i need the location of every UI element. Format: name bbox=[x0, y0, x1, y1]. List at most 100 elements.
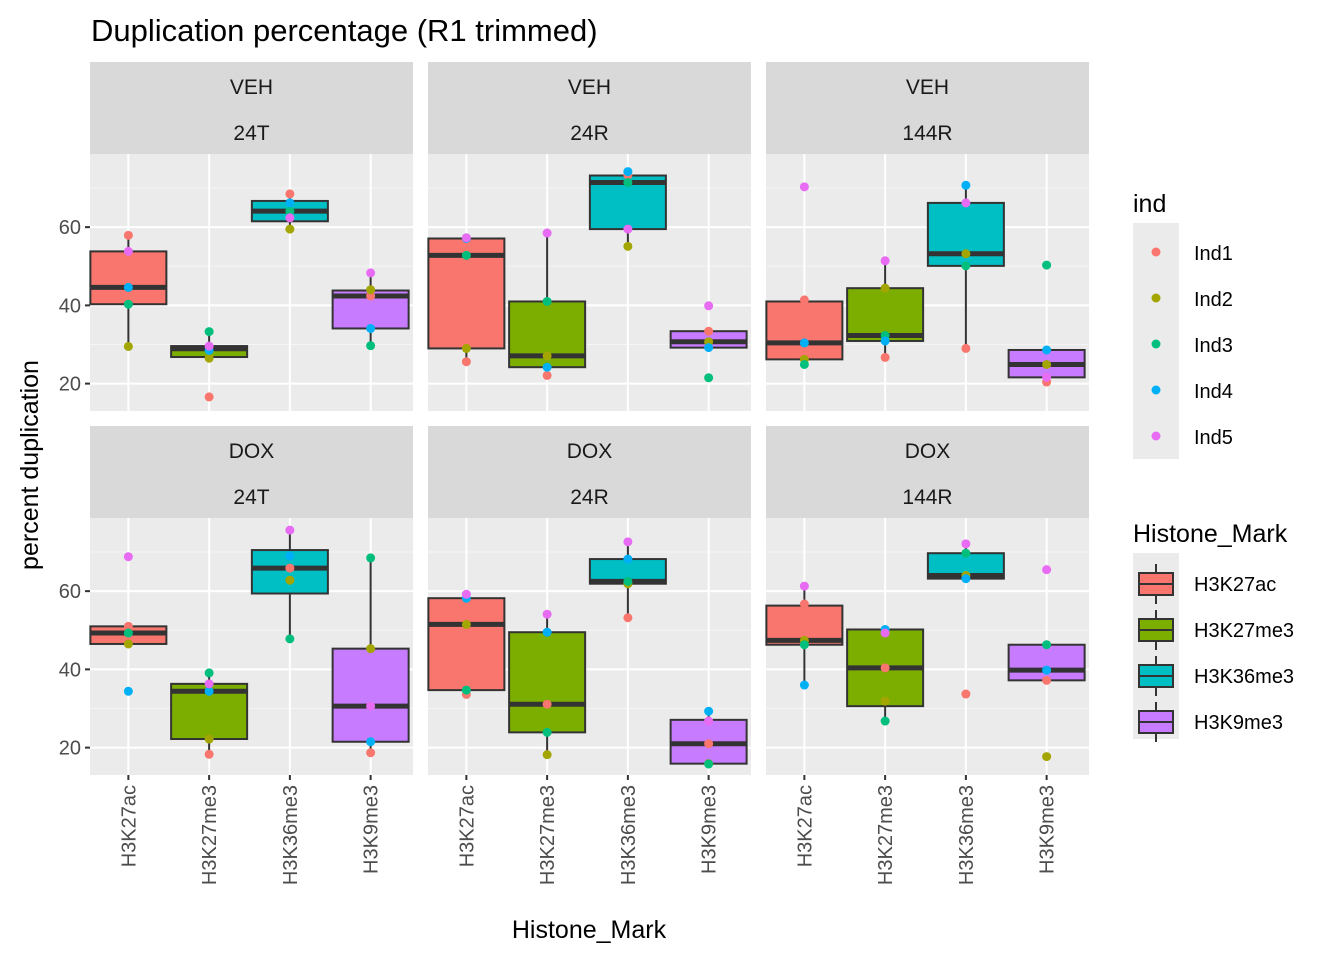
boxplot-h3k36me3 bbox=[588, 167, 667, 251]
strip-label-col: 24T bbox=[233, 486, 269, 509]
x-tick-label: H3K36me3 bbox=[956, 785, 978, 885]
box-iqr bbox=[765, 300, 844, 361]
boxplot-h3k36me3 bbox=[588, 537, 667, 623]
legend-title-ind: ind bbox=[1133, 190, 1166, 218]
box-iqr bbox=[508, 631, 587, 734]
data-point-ind4 bbox=[961, 180, 971, 190]
data-point-ind3 bbox=[204, 327, 214, 337]
data-point-ind2 bbox=[366, 285, 376, 295]
strip-label-row: DOX bbox=[229, 440, 275, 463]
data-point-ind1 bbox=[123, 621, 133, 631]
data-point-ind1 bbox=[704, 739, 714, 749]
data-point-ind5 bbox=[623, 537, 633, 547]
data-point-ind5 bbox=[123, 552, 133, 562]
data-point-ind1 bbox=[123, 230, 133, 240]
data-point-ind3 bbox=[366, 341, 376, 351]
boxplot-h3k9me3 bbox=[331, 553, 410, 758]
x-tick-label: H3K27ac bbox=[456, 785, 478, 867]
data-point-ind3 bbox=[961, 548, 971, 558]
boxplot-h3k9me3 bbox=[1007, 565, 1086, 762]
boxplot-h3k27me3 bbox=[508, 609, 587, 760]
box-iqr bbox=[427, 597, 506, 692]
boxplot-h3k9me3 bbox=[331, 268, 410, 351]
data-point-ind1 bbox=[799, 599, 809, 609]
data-point-ind4 bbox=[799, 338, 809, 348]
data-point-ind3 bbox=[623, 576, 633, 586]
data-point-ind1 bbox=[204, 749, 214, 759]
data-point-ind5 bbox=[542, 609, 552, 619]
data-point-ind5 bbox=[366, 701, 376, 711]
data-point-ind2 bbox=[1042, 359, 1052, 369]
data-point-ind5 bbox=[704, 716, 714, 726]
data-point-ind2 bbox=[123, 341, 133, 351]
boxplot-h3k27ac bbox=[765, 182, 844, 369]
legend-label-ind3: Ind3 bbox=[1194, 335, 1233, 357]
data-point-ind4 bbox=[961, 574, 971, 584]
strip-label-col: 24T bbox=[233, 122, 269, 145]
y-tick-label: 60 bbox=[59, 217, 81, 239]
legend-box-h3k27me3 bbox=[1138, 610, 1174, 650]
data-point-ind2 bbox=[285, 224, 295, 234]
boxplot-h3k27me3 bbox=[170, 327, 249, 402]
facet-panel: DOX 144R H3K27ac H3K27me3 H3K36me3 H3K9me3 bbox=[765, 426, 1089, 885]
data-point-ind2 bbox=[880, 283, 890, 293]
data-point-ind1 bbox=[542, 699, 552, 709]
data-point-ind4 bbox=[542, 627, 552, 637]
x-tick-label: H3K9me3 bbox=[699, 785, 721, 874]
data-point-ind2 bbox=[123, 639, 133, 649]
data-point-ind4 bbox=[542, 362, 552, 372]
data-point-ind3 bbox=[123, 299, 133, 309]
data-point-ind2 bbox=[285, 575, 295, 585]
x-tick-label: H3K27me3 bbox=[537, 785, 559, 885]
strip-label-row: VEH bbox=[230, 76, 273, 99]
boxplot-h3k27me3 bbox=[170, 668, 249, 759]
data-point-ind1 bbox=[366, 291, 376, 301]
data-point-ind4 bbox=[123, 686, 133, 696]
x-axis-title: Histone_Mark bbox=[512, 916, 667, 944]
data-point-ind4 bbox=[623, 554, 633, 564]
data-point-ind3 bbox=[623, 178, 633, 188]
facet-panel: DOX 24R H3K27ac H3K27me3 H3K36me3 H3K9me3 bbox=[427, 426, 751, 885]
legend-label-h3k27me3: H3K27me3 bbox=[1194, 620, 1294, 642]
legend-box-h3k36me3 bbox=[1138, 656, 1174, 696]
data-point-ind1 bbox=[880, 663, 890, 673]
y-tick-label: 20 bbox=[59, 374, 81, 396]
box-iqr bbox=[331, 647, 410, 743]
data-point-ind5 bbox=[204, 679, 214, 689]
facet-panels: VEH 24T 20 40 60 VEH 24R VEH 144R DOX 24T 20 40 60 H3K… bbox=[59, 62, 1089, 885]
data-point-ind1 bbox=[623, 613, 633, 623]
data-point-ind5 bbox=[799, 581, 809, 591]
legend-point-ind2 bbox=[1151, 293, 1161, 303]
data-point-ind3 bbox=[704, 759, 714, 769]
boxplot-h3k9me3 bbox=[1007, 260, 1086, 387]
data-point-ind3 bbox=[704, 373, 714, 383]
data-point-ind4 bbox=[366, 323, 376, 333]
data-point-ind2 bbox=[461, 343, 471, 353]
data-point-ind1 bbox=[961, 689, 971, 699]
x-tick-label: H3K27ac bbox=[118, 785, 140, 867]
boxplot-h3k27ac bbox=[427, 589, 506, 699]
data-point-ind3 bbox=[542, 727, 552, 737]
data-point-ind2 bbox=[880, 696, 890, 706]
data-point-ind5 bbox=[880, 256, 890, 266]
legends: ind Ind1 Ind2 Ind3 Ind4 Ind5 Histone_Mark H3K27… bbox=[1133, 190, 1294, 742]
data-point-ind5 bbox=[961, 539, 971, 549]
y-tick-label: 40 bbox=[59, 659, 81, 681]
data-point-ind4 bbox=[704, 343, 714, 353]
data-point-ind5 bbox=[704, 301, 714, 311]
data-point-ind3 bbox=[285, 206, 295, 216]
data-point-ind3 bbox=[123, 628, 133, 638]
facet-panel: VEH 24T 20 40 60 bbox=[59, 62, 413, 411]
legend-point-ind5 bbox=[1151, 431, 1161, 441]
strip-label-col: 144R bbox=[902, 122, 952, 145]
facet-panel: VEH 144R bbox=[765, 62, 1089, 411]
data-point-ind3 bbox=[799, 640, 809, 650]
data-point-ind5 bbox=[204, 341, 214, 351]
facet-strip bbox=[90, 426, 413, 518]
data-point-ind5 bbox=[961, 198, 971, 208]
facet-strip bbox=[90, 62, 413, 154]
boxplot-h3k27me3 bbox=[846, 624, 925, 726]
x-tick-label: H3K27me3 bbox=[875, 785, 897, 885]
data-point-ind1 bbox=[285, 563, 295, 573]
data-point-ind3 bbox=[461, 685, 471, 695]
